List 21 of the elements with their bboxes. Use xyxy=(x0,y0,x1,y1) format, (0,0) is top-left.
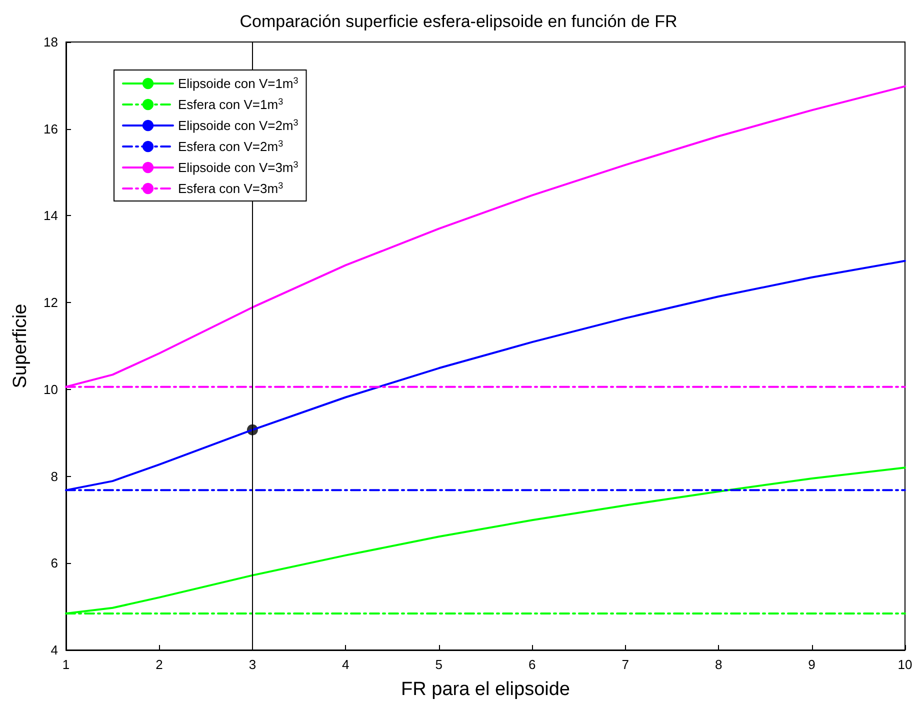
y-tick-label: 6 xyxy=(50,556,58,571)
x-tick-label: 1 xyxy=(62,657,70,672)
y-axis-title: Superficie xyxy=(10,304,31,388)
y-tick-label: 18 xyxy=(44,34,58,50)
chart-title: Comparación superficie esfera-elipsoide en función de FR xyxy=(240,12,678,31)
y-tick-label: 4 xyxy=(50,642,58,658)
x-tick-label: 7 xyxy=(622,657,629,672)
x-tick-label: 3 xyxy=(248,657,256,672)
x-tick-label: 10 xyxy=(898,657,912,672)
y-tick-label: 8 xyxy=(50,468,58,484)
y-tick-label: 16 xyxy=(44,121,58,136)
x-tick-label: 2 xyxy=(156,657,163,672)
x-axis-title: FR para el elipsoide xyxy=(401,679,570,700)
x-tick-label: 8 xyxy=(714,657,722,672)
y-tick-label: 12 xyxy=(44,295,58,310)
x-tick-label: 5 xyxy=(435,657,443,672)
y-tick-label: 10 xyxy=(44,382,58,397)
x-tick-label: 4 xyxy=(342,657,350,672)
x-tick-label: 9 xyxy=(808,657,816,672)
y-tick-label: 14 xyxy=(44,208,58,224)
x-tick-label: 6 xyxy=(528,657,536,672)
